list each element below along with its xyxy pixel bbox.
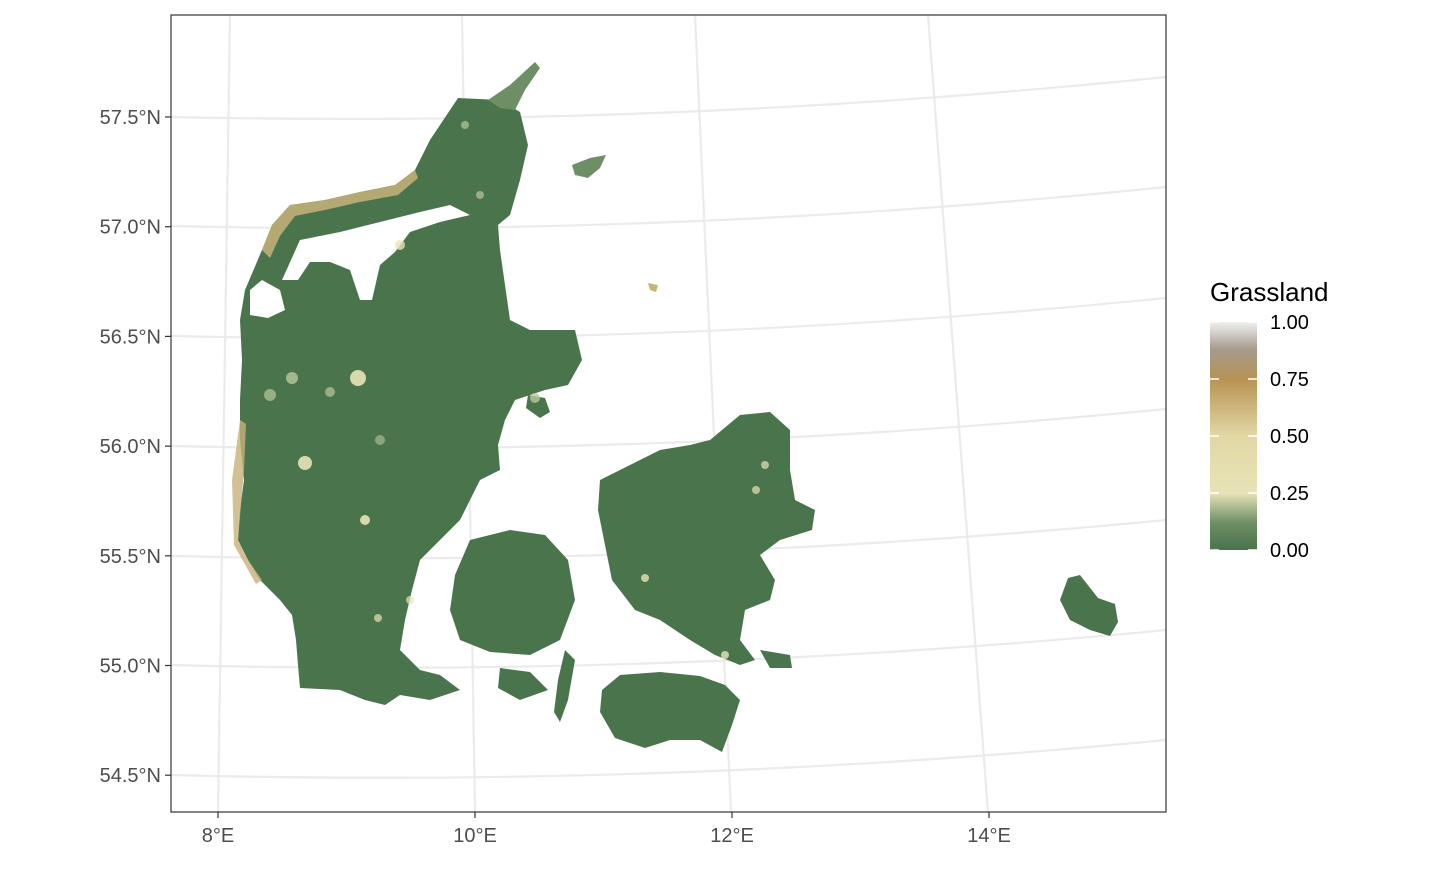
land-raster [232, 62, 1118, 752]
hotspot [761, 461, 769, 469]
hotspot [374, 614, 382, 622]
y-tick-label: 56.5°N [100, 326, 161, 348]
limfjord [282, 205, 470, 300]
legend-title: Grassland [1210, 277, 1329, 307]
y-tick-label: 55.5°N [100, 546, 161, 568]
meridian-14 [926, 15, 990, 812]
x-tick-label: 12°E [710, 825, 754, 847]
hotspot [476, 191, 484, 199]
legend-tick-label: 1.00 [1270, 312, 1309, 334]
limfjord-west [250, 280, 285, 318]
y-tick-label: 54.5°N [100, 765, 161, 787]
funen [450, 530, 575, 655]
laesoe [572, 155, 606, 178]
hotspot [641, 574, 649, 582]
hotspot [375, 435, 385, 445]
moen [760, 650, 792, 668]
hotspot [406, 596, 414, 604]
y-tick-label: 57.5°N [100, 107, 161, 129]
lolland-falster [600, 672, 740, 752]
anholt [648, 283, 658, 292]
hotspot [360, 515, 370, 525]
grassland-hotspots [264, 121, 769, 659]
meridian-8 [216, 15, 232, 812]
y-tick-label: 55.0°N [100, 656, 161, 678]
y-tick-label: 57.0°N [100, 217, 161, 239]
legend-tick-label: 0.25 [1270, 483, 1309, 505]
bornholm [1060, 575, 1118, 636]
hotspot [350, 370, 366, 386]
zealand [598, 412, 815, 665]
legend-tick-label: 0.00 [1270, 540, 1309, 562]
legend-tick-label: 0.75 [1270, 369, 1309, 391]
hotspot [752, 486, 760, 494]
hotspot [461, 121, 469, 129]
west-coast-south [232, 420, 262, 584]
skagen-tip [488, 62, 540, 110]
west-coast-fringe [262, 170, 418, 258]
panel-border [170, 14, 1167, 813]
legend-tick-label: 0.50 [1270, 426, 1309, 448]
legend: Grassland 1.00 0.75 0.50 0.25 0.00 [1210, 277, 1329, 562]
hotspot [325, 387, 335, 397]
y-tick-label: 56.0°N [100, 436, 161, 458]
x-tick-label: 14°E [967, 825, 1011, 847]
y-axis: 57.5°N 57.0°N 56.5°N 56.0°N 55.5°N 55.0°N 54.5… [100, 107, 171, 787]
hotspot [298, 456, 312, 470]
hotspot [286, 372, 298, 384]
parallel-54-5 [171, 738, 1166, 779]
meridian-12 [693, 15, 733, 812]
parallel-57-5 [171, 75, 1166, 121]
hotspot [721, 651, 729, 659]
langeland [554, 650, 575, 722]
legend-ticks: 1.00 0.75 0.50 0.25 0.00 [1210, 312, 1309, 562]
hotspot [264, 389, 276, 401]
x-tick-label: 10°E [453, 825, 497, 847]
x-axis: 8°E 10°E 12°E 14°E [202, 812, 1011, 847]
x-tick-label: 8°E [202, 825, 234, 847]
hotspot [530, 393, 540, 403]
hotspot [395, 240, 405, 250]
aeroe [498, 668, 548, 700]
